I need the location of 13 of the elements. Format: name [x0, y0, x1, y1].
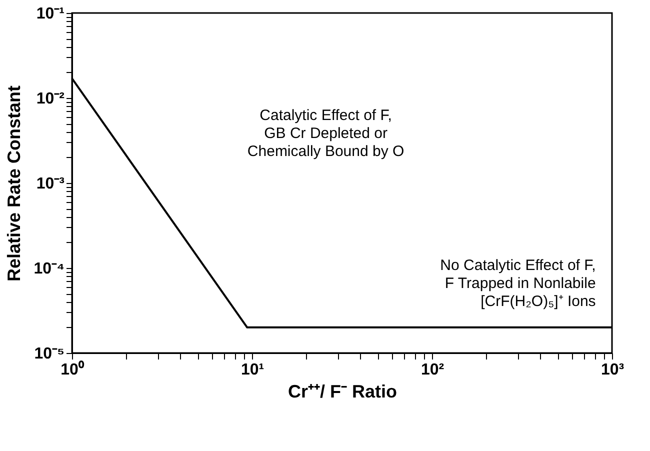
x-tick-label: 10⁰ — [60, 360, 84, 378]
y-tick-label: 10⁻⁴ — [34, 260, 65, 278]
y-tick-label: 10⁻³ — [36, 176, 64, 192]
x-tick-label: 10³ — [600, 362, 624, 378]
y-tick-label: 10⁻¹ — [36, 6, 64, 22]
x-tick-label: 10² — [420, 362, 444, 378]
annotation: Catalytic Effect of F, GB Cr Depleted or Chemically Bound by O — [247, 107, 404, 160]
annotation: No Catalytic Effect of F, F Trapped in Nonlabile [CrF(H₂O)₅]⁺ Ions — [440, 256, 596, 310]
y-tick-label: 10⁻² — [36, 90, 64, 108]
x-tick-label: 10¹ — [240, 362, 264, 378]
y-tick-label: 10⁻⁵ — [34, 346, 64, 362]
x-axis-title: Cr⁺⁺/ F⁻ Ratio — [288, 382, 398, 402]
y-axis-title: Relative Rate Constant — [4, 85, 24, 282]
